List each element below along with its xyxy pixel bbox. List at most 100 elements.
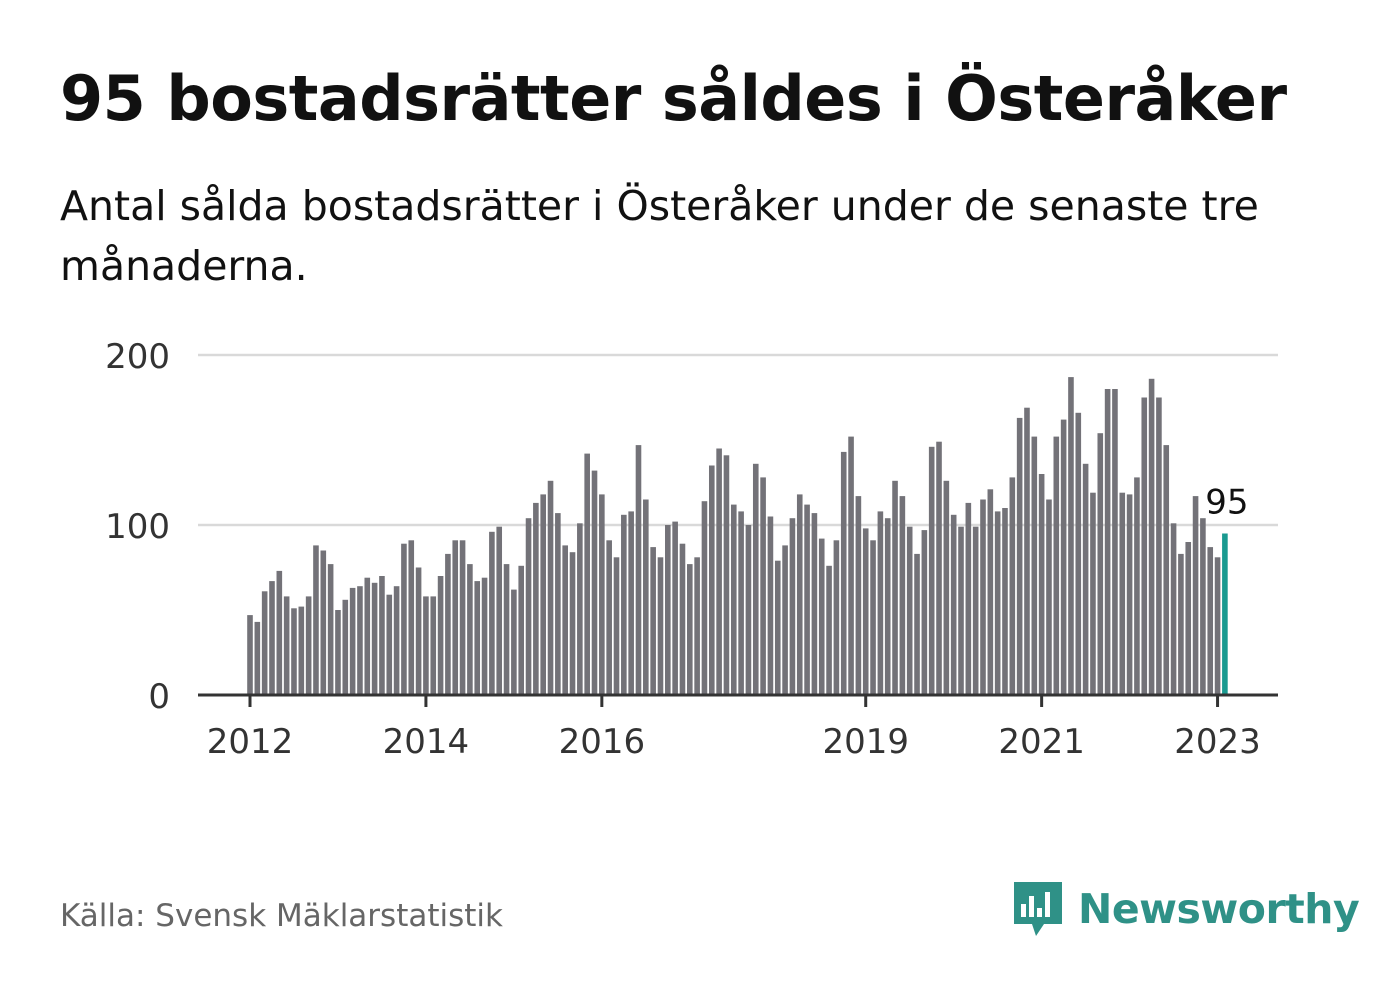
bar: [1075, 412, 1082, 695]
bar: [445, 553, 451, 695]
bar: [716, 448, 722, 695]
bar: [994, 511, 1001, 695]
bar: [657, 557, 664, 695]
bar: [430, 596, 437, 695]
bar: [987, 489, 994, 695]
y-tick-label: 200: [105, 337, 170, 377]
bar: [335, 610, 341, 695]
bar: [555, 513, 561, 695]
x-tick-label: 2021: [998, 722, 1085, 762]
bar: [1002, 508, 1008, 695]
bar: [928, 446, 935, 695]
brand-logo[interactable]: Newsworthy: [1010, 878, 1360, 940]
bar: [950, 514, 957, 695]
bars: [247, 377, 1228, 695]
source-note: Källa: Svensk Mäklarstatistik: [60, 898, 503, 934]
bar: [760, 477, 766, 695]
bar: [305, 596, 312, 695]
bar-highlight: [1222, 533, 1228, 695]
bar: [1170, 523, 1177, 695]
bar: [804, 504, 810, 695]
bar: [533, 502, 539, 695]
bar: [357, 586, 363, 695]
bar: [1126, 494, 1133, 695]
bar: [415, 567, 422, 695]
bar: [1207, 547, 1214, 695]
bar: [1200, 518, 1206, 695]
bar: [972, 526, 979, 695]
bar: [437, 576, 444, 695]
bar: [525, 518, 532, 695]
x-tick-label: 2012: [207, 722, 294, 762]
bar: [591, 470, 598, 695]
bar: [577, 523, 583, 695]
bar: [1053, 436, 1060, 695]
bar: [752, 463, 759, 695]
y-tick-label: 0: [148, 677, 170, 717]
bar: [848, 436, 854, 695]
bar: [833, 540, 840, 695]
bar: [643, 499, 649, 695]
x-tick-label: 2019: [822, 722, 909, 762]
bar: [1192, 496, 1199, 695]
bar: [694, 557, 700, 695]
bar: [459, 540, 466, 695]
bar: [1134, 477, 1140, 695]
bar: [452, 540, 459, 695]
x-axis: 2012 2014 2016 2019 2021 2023: [198, 693, 1278, 762]
bar: [313, 545, 319, 695]
bar: [1016, 417, 1023, 695]
bar: [283, 596, 290, 695]
bar: [606, 540, 612, 695]
bar: [584, 453, 590, 695]
bar: [511, 589, 517, 695]
y-tick-label: 100: [105, 507, 170, 547]
bar: [349, 587, 356, 695]
bar: [408, 540, 415, 695]
bar: [518, 565, 525, 695]
bar: [782, 545, 788, 695]
x-tick-label: 2016: [559, 722, 646, 762]
bar: [1038, 474, 1045, 695]
bar: [247, 615, 253, 695]
bar: [745, 525, 752, 695]
bar: [569, 552, 576, 695]
bar: [1090, 492, 1096, 695]
bar: [269, 581, 275, 695]
bar: [547, 480, 554, 695]
bar: [665, 525, 671, 695]
bar: [914, 553, 920, 695]
bar: [562, 545, 568, 695]
bar: [980, 499, 986, 695]
bar: [371, 582, 378, 695]
bar: [599, 494, 605, 695]
bar: [1112, 389, 1118, 695]
bar: [892, 480, 898, 695]
bar: [496, 526, 503, 695]
bar: [503, 564, 510, 695]
bar: [489, 531, 495, 695]
bar: [687, 564, 693, 695]
bar: [540, 494, 546, 695]
bar: [1148, 378, 1155, 695]
bar: [261, 591, 268, 695]
bar: [672, 521, 678, 695]
bar: [1141, 397, 1148, 695]
y-axis-labels: 0 100 200: [105, 337, 170, 717]
bar: [796, 494, 803, 695]
bar: [320, 550, 327, 695]
bar: [943, 480, 950, 695]
bar: [818, 538, 825, 695]
bar: [1163, 445, 1170, 695]
bar: [921, 530, 928, 695]
bar: [811, 513, 818, 695]
bar: [401, 543, 407, 695]
x-tick-label: 2014: [383, 722, 470, 762]
newsworthy-logo-icon: [1014, 882, 1062, 936]
bar: [965, 502, 972, 695]
bar: [379, 576, 385, 695]
bar: [423, 596, 429, 695]
bar: [701, 501, 708, 695]
bar: [936, 441, 942, 695]
bar: [1046, 499, 1052, 695]
